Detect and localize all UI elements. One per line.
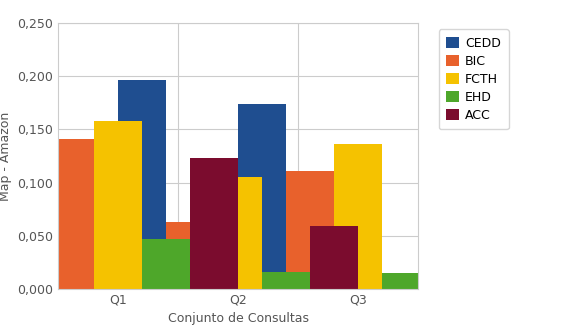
Bar	[166, 222, 214, 289]
Bar	[190, 158, 238, 289]
Bar	[142, 239, 190, 289]
Y-axis label: Map - Amazon: Map - Amazon	[0, 112, 12, 201]
Bar	[238, 104, 286, 289]
Bar	[46, 139, 94, 289]
Bar	[262, 272, 310, 289]
Bar	[286, 171, 334, 289]
Legend: CEDD, BIC, FCTH, EHD, ACC: CEDD, BIC, FCTH, EHD, ACC	[439, 30, 508, 129]
Bar	[214, 177, 262, 289]
Bar	[94, 121, 142, 289]
Bar	[118, 80, 166, 289]
Bar	[431, 211, 478, 289]
Bar	[310, 226, 358, 289]
Bar	[0, 44, 46, 289]
X-axis label: Conjunto de Consultas: Conjunto de Consultas	[168, 312, 309, 325]
Bar	[382, 273, 431, 289]
Bar	[334, 144, 382, 289]
